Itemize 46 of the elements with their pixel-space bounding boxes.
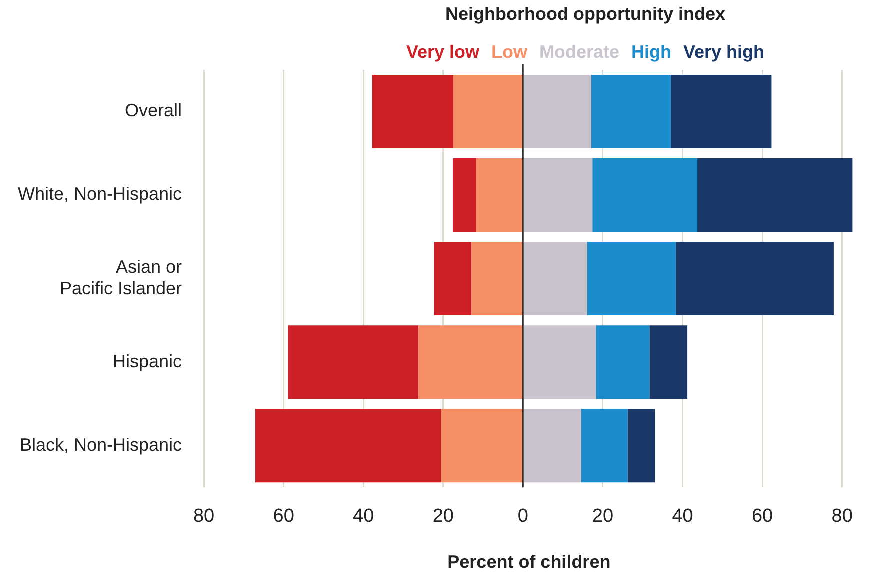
bar: [288, 326, 419, 400]
x-tick-label: 40: [672, 506, 694, 528]
bar: [472, 242, 522, 316]
bar: [671, 75, 772, 149]
x-axis-title: Percent of children: [448, 552, 611, 572]
bar: [676, 242, 834, 316]
series-label: Very high: [684, 42, 765, 62]
series-label: Very low: [406, 42, 480, 62]
bar: [256, 409, 442, 483]
bar: [372, 75, 454, 149]
y-tick-label: Hispanic: [113, 351, 182, 372]
bar: [524, 158, 593, 232]
bar: [434, 242, 472, 316]
bar: [418, 326, 522, 400]
y-tick-label: Asian or Pacific Islander: [60, 256, 182, 299]
bar: [441, 409, 522, 483]
bar: [524, 409, 582, 483]
y-tick-label: Overall: [125, 100, 182, 121]
series-label: Low: [492, 42, 528, 62]
bar: [592, 158, 698, 232]
bar: [591, 75, 672, 149]
bar: [524, 75, 592, 149]
bar: [524, 326, 596, 400]
y-tick-label: Black, Non-Hispanic: [20, 434, 182, 455]
bar: [587, 242, 676, 316]
x-tick-label: 40: [353, 506, 374, 528]
bar: [650, 326, 688, 400]
x-tick-label: 80: [832, 506, 853, 528]
bar: [454, 75, 522, 149]
bar: [452, 158, 477, 232]
x-tick-label: 80: [193, 506, 215, 528]
x-tick-label: 60: [752, 506, 774, 528]
x-tick-label: 20: [432, 506, 454, 528]
bar: [581, 409, 628, 483]
y-tick-label: White, Non-Hispanic: [18, 184, 182, 204]
x-tick-label: 0: [518, 506, 528, 528]
x-tick-label: 20: [592, 506, 614, 528]
bar: [628, 409, 656, 483]
bar: [524, 242, 588, 316]
bar: [596, 326, 650, 400]
bar: [476, 158, 522, 232]
series-label: High: [632, 42, 672, 62]
x-tick-label: 60: [273, 506, 294, 528]
legend-title: Neighborhood opportunity index: [444, 4, 726, 25]
bar: [698, 158, 853, 232]
series-label: Moderate: [540, 42, 620, 62]
